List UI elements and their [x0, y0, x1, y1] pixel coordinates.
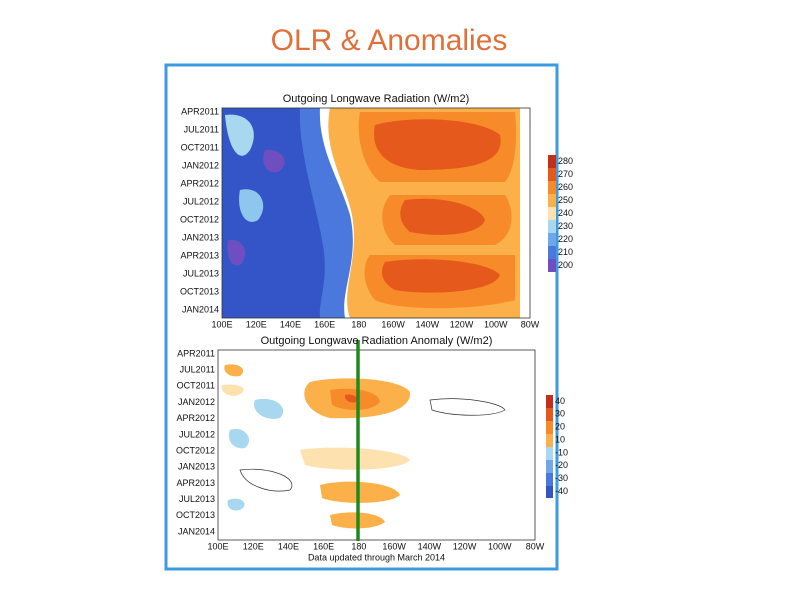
y-label: OCT2012 [176, 445, 215, 455]
panel-title: Outgoing Longwave Radiation Anomaly (W/m… [261, 335, 493, 347]
y-label: APR2013 [180, 250, 219, 260]
panel-title: Outgoing Longwave Radiation (W/m2) [283, 93, 469, 105]
colorbar-label: -30 [555, 473, 568, 483]
colorbar-label: 200 [558, 260, 573, 270]
y-label: APR2012 [176, 413, 215, 423]
colorbar-label: 220 [558, 234, 573, 244]
colorbar-label: 240 [558, 208, 573, 218]
x-label: 140W [416, 319, 440, 329]
anomaly-colorbar [546, 395, 553, 498]
slide-title: OLR & Anomalies [271, 24, 508, 57]
colorbar-label: 30 [555, 409, 565, 419]
x-label: 100E [207, 541, 228, 551]
y-label: APR2012 [180, 178, 219, 188]
y-label: JAN2013 [178, 462, 215, 472]
colorbar-label: -40 [555, 486, 568, 496]
x-label: 100W [488, 541, 512, 551]
x-label: 140E [278, 541, 299, 551]
y-label: OCT2011 [181, 142, 219, 152]
footer: Data updated through March 2014 [308, 552, 445, 562]
colorbar-label: 20 [555, 422, 565, 432]
x-label: 140E [280, 319, 301, 329]
y-label: JUL2013 [183, 268, 219, 278]
anomaly-field [217, 349, 536, 541]
x-label: 80W [521, 319, 540, 329]
colorbar-label: 210 [558, 247, 573, 257]
colorbar-label: 280 [558, 156, 573, 166]
x-label: 100E [211, 319, 232, 329]
y-label: JAN2014 [178, 526, 215, 536]
colorbar-label: -20 [555, 460, 568, 470]
colorbar-label: 230 [558, 221, 573, 231]
colorbar-label: 10 [555, 434, 565, 444]
y-label: OCT2013 [176, 510, 215, 520]
y-label: OCT2012 [180, 214, 219, 224]
colorbar-label: 250 [558, 195, 573, 205]
y-label: JAN2014 [182, 304, 219, 314]
y-label: APR2013 [176, 478, 215, 488]
labels: Outgoing Longwave Radiation (W/m2) APR201… [176, 93, 573, 562]
colorbar-label: -10 [555, 447, 568, 457]
colorbar-label: 40 [555, 396, 565, 406]
x-label: 160E [313, 541, 334, 551]
y-label: JUL2011 [180, 365, 215, 375]
x-label: 120W [453, 541, 477, 551]
y-label: JUL2011 [184, 124, 219, 134]
olr-field [221, 107, 531, 319]
y-label: OCT2011 [177, 381, 215, 391]
x-label: 120W [450, 319, 474, 329]
x-label: 140W [418, 541, 442, 551]
y-label: JUL2012 [183, 196, 219, 206]
y-label: JUL2013 [179, 494, 215, 504]
x-label: 120E [246, 319, 267, 329]
x-label: 80W [526, 541, 545, 551]
olr-colorbar [548, 155, 556, 272]
y-label: JAN2013 [182, 232, 219, 242]
y-label: APR2011 [177, 348, 215, 358]
y-label: APR2011 [181, 106, 219, 116]
y-label: JAN2012 [178, 397, 215, 407]
colorbar-label: 270 [558, 169, 573, 179]
y-label: OCT2013 [180, 286, 219, 296]
x-label: 180 [351, 319, 366, 329]
x-label: 100W [484, 319, 508, 329]
y-label: JAN2012 [182, 160, 219, 170]
colorbar-label: 260 [558, 182, 573, 192]
x-label: 160W [381, 319, 405, 329]
y-label: JUL2012 [179, 429, 215, 439]
x-label: 120E [243, 541, 264, 551]
x-label: 160W [382, 541, 406, 551]
x-label: 160E [314, 319, 335, 329]
x-label: 180 [351, 541, 366, 551]
